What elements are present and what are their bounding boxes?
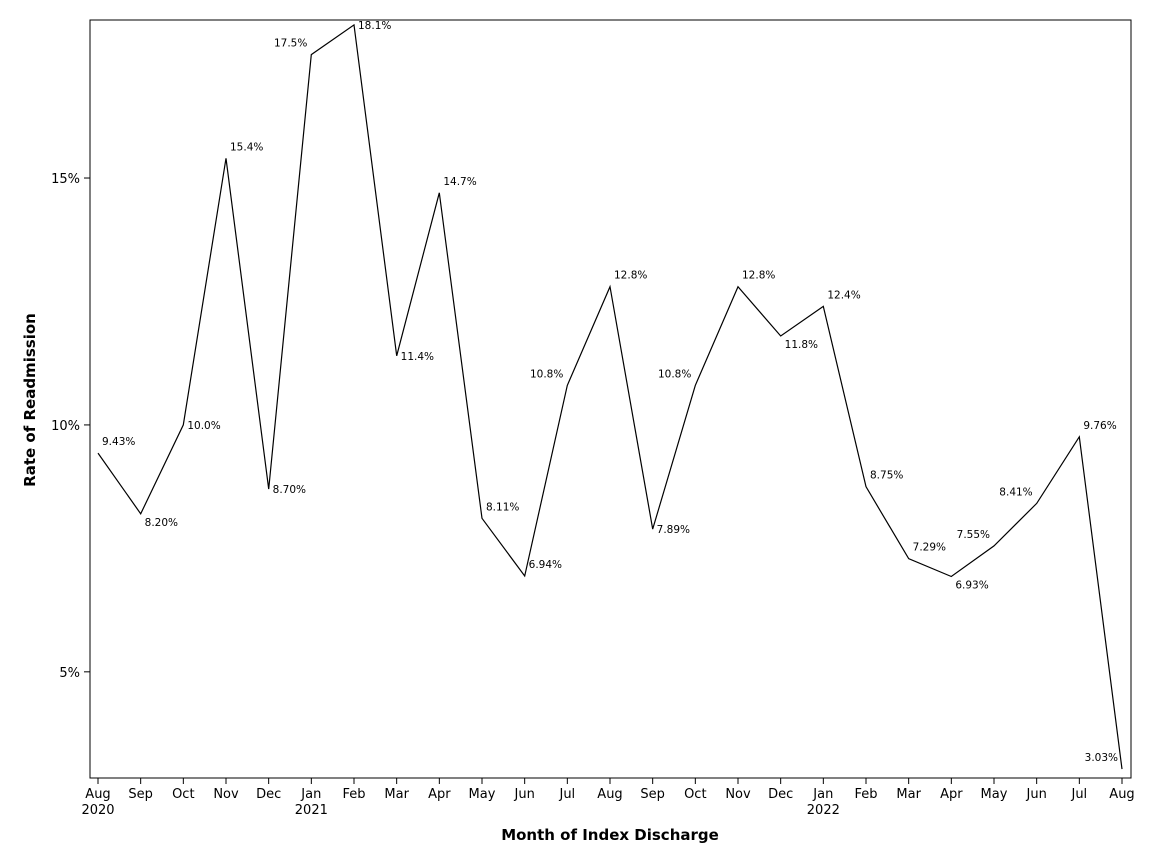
data-label: 11.4% <box>401 351 434 363</box>
data-label: 6.93% <box>955 580 988 592</box>
x-tick-label-month: Jul <box>558 787 575 802</box>
x-tick-label-month: Feb <box>342 787 365 802</box>
x-axis-title: Month of Index Discharge <box>501 826 719 844</box>
x-tick-label-month: Aug <box>85 787 110 802</box>
y-tick-label: 10% <box>51 419 80 434</box>
data-label: 8.70% <box>273 484 306 496</box>
plot-frame <box>89 19 1132 779</box>
x-tick-label-month: Aug <box>1109 787 1134 802</box>
x-tick-label-month: Nov <box>725 787 751 802</box>
x-tick-label-month: Jun <box>514 787 535 802</box>
x-tick-label-month: Jul <box>1070 787 1087 802</box>
x-tick-label-year: 2020 <box>81 803 114 818</box>
x-tick-label-month: Sep <box>128 787 153 802</box>
data-label: 10.0% <box>187 420 220 432</box>
x-tick-label-month: Feb <box>854 787 877 802</box>
data-label: 7.29% <box>913 542 946 554</box>
x-tick-label-month: May <box>981 787 1008 802</box>
x-tick-label-month: Aug <box>597 787 622 802</box>
data-label: 7.55% <box>957 529 990 541</box>
data-label: 18.1% <box>358 20 391 32</box>
x-tick-label-month: Jun <box>1026 787 1047 802</box>
data-label: 9.76% <box>1083 420 1116 432</box>
data-label: 11.8% <box>785 339 818 351</box>
x-tick-label-month: Jan <box>812 787 833 802</box>
data-label: 7.89% <box>657 524 690 536</box>
x-tick-label-month: Apr <box>940 787 963 802</box>
data-labels: 9.43% 8.20% 10.0% 15.4% 8.70% 17.5% 18.1% 11.4%… <box>102 20 1118 764</box>
x-tick-label-month: Oct <box>172 787 194 802</box>
x-tick-label-month: Apr <box>428 787 451 802</box>
x-tick-label-month: Nov <box>213 787 239 802</box>
data-label: 15.4% <box>230 141 263 153</box>
x-tick-label-month: Dec <box>768 787 793 802</box>
x-tick-label-month: Mar <box>896 787 921 802</box>
data-label: 8.75% <box>870 470 903 482</box>
data-label: 17.5% <box>274 38 307 50</box>
series-line <box>97 23 1123 770</box>
data-label: 14.7% <box>443 176 476 188</box>
data-label: 12.8% <box>742 270 775 282</box>
x-tick-label-month: May <box>469 787 496 802</box>
x-tick-label-month: Jan <box>300 787 321 802</box>
x-tick-label-year: 2021 <box>295 803 328 818</box>
y-tick-label: 5% <box>59 666 80 681</box>
data-label: 12.8% <box>614 270 647 282</box>
data-label: 8.41% <box>999 486 1032 498</box>
x-tick-label-month: Mar <box>384 787 409 802</box>
data-label: 9.43% <box>102 436 135 448</box>
y-axis: 5% 10% 15% <box>51 172 90 681</box>
data-label: 6.94% <box>529 559 562 571</box>
data-label: 3.03% <box>1085 752 1118 764</box>
y-axis-title: Rate of Readmission <box>21 313 39 487</box>
data-label: 12.4% <box>827 289 860 301</box>
data-label: 8.20% <box>145 517 178 529</box>
x-tick-label-month: Dec <box>256 787 281 802</box>
x-tick-label-month: Sep <box>640 787 665 802</box>
y-tick-label: 15% <box>51 172 80 187</box>
data-label: 10.8% <box>658 368 691 380</box>
data-label: 8.11% <box>486 501 519 513</box>
x-tick-label-month: Oct <box>684 787 706 802</box>
data-label: 10.8% <box>530 368 563 380</box>
x-tick-label-year: 2022 <box>807 803 840 818</box>
